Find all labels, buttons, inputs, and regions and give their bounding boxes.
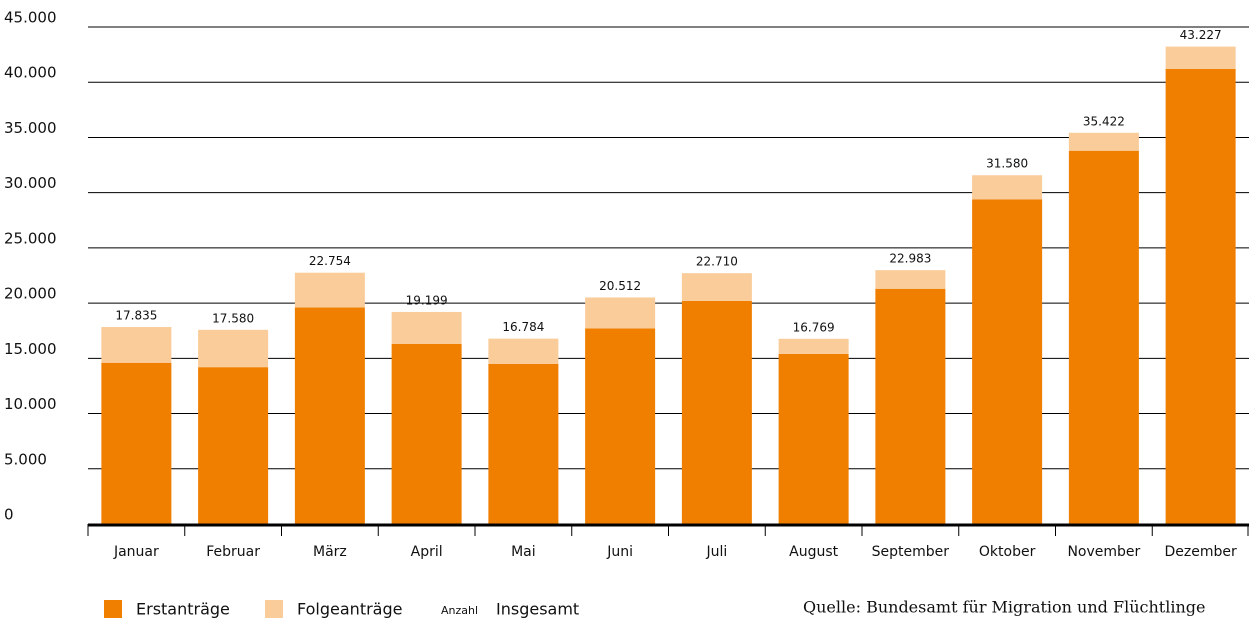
bar-segment: [391, 343, 462, 524]
bar-segment: [681, 273, 752, 301]
y-tick-label: 35.000: [4, 119, 57, 137]
legend-label: Folgeanträge: [297, 600, 402, 619]
bar-segment: [585, 328, 656, 524]
x-tick-label: März: [313, 544, 347, 560]
y-tick-label: 40.000: [4, 64, 57, 82]
x-tick-label: Mai: [511, 544, 536, 560]
bar-segment: [778, 338, 849, 354]
y-tick-label: 45.000: [4, 9, 57, 27]
legend-label: Erstanträge: [136, 600, 230, 619]
total-label: 16.784: [502, 320, 544, 334]
bar-segment: [101, 327, 172, 363]
bar-segment: [1068, 150, 1139, 524]
total-label: 22.983: [889, 252, 931, 266]
source: Quelle: Bundesamt für Migration und Flüc…: [803, 598, 1205, 617]
total-label: 20.512: [599, 279, 641, 293]
y-tick-label: 25.000: [4, 229, 57, 247]
bar-segment: [488, 338, 559, 364]
bar-segment: [1165, 46, 1236, 69]
x-tick-label: April: [411, 544, 443, 560]
x-tick-label: August: [789, 544, 839, 560]
bar-segment: [875, 288, 946, 524]
x-tick-label: September: [872, 544, 950, 560]
y-tick-label: 5.000: [4, 450, 47, 468]
bar-segment: [198, 329, 269, 368]
total-label: 19.199: [406, 293, 448, 307]
y-tick-label: 20.000: [4, 285, 57, 303]
x-tick-label: Oktober: [979, 544, 1036, 560]
total-label: 31.580: [986, 157, 1028, 171]
x-tick-label: Juni: [606, 544, 633, 560]
bar-segment: [294, 272, 365, 308]
bar-segment: [391, 311, 462, 344]
x-tick-label: Februar: [206, 544, 260, 560]
total-label: 35.422: [1083, 114, 1125, 128]
bar-segment: [488, 363, 559, 524]
bar-segment: [198, 367, 269, 524]
total-label: 43.227: [1180, 28, 1222, 42]
total-label: 22.754: [309, 254, 351, 268]
legend-swatch: [104, 600, 122, 618]
bar-segment: [778, 353, 849, 524]
y-tick-label: 0: [4, 506, 14, 524]
y-tick-label: 30.000: [4, 174, 57, 192]
bar-segment: [1165, 68, 1236, 525]
total-label: 22.710: [696, 255, 738, 269]
bar-segment: [585, 297, 656, 329]
bar-segment: [972, 199, 1043, 524]
x-tick-label: November: [1067, 544, 1140, 560]
x-tick-label: Juli: [705, 544, 727, 560]
legend-unit: Anzahl: [441, 604, 478, 617]
bar-segment: [294, 307, 365, 524]
bar-segment: [101, 362, 172, 524]
y-tick-label: 15.000: [4, 340, 57, 358]
legend-label: Insgesamt: [496, 600, 579, 619]
y-tick-label: 10.000: [4, 395, 57, 413]
total-label: 17.580: [212, 311, 254, 325]
bar-segment: [972, 175, 1043, 200]
x-tick-label: Januar: [113, 544, 159, 560]
x-tick-label: Dezember: [1165, 544, 1237, 560]
bar-segment: [1068, 132, 1139, 151]
total-label: 16.769: [793, 320, 835, 334]
bar-segment: [681, 300, 752, 524]
total-label: 17.835: [115, 309, 157, 323]
legend-swatch: [265, 600, 283, 618]
bar-segment: [875, 270, 946, 289]
